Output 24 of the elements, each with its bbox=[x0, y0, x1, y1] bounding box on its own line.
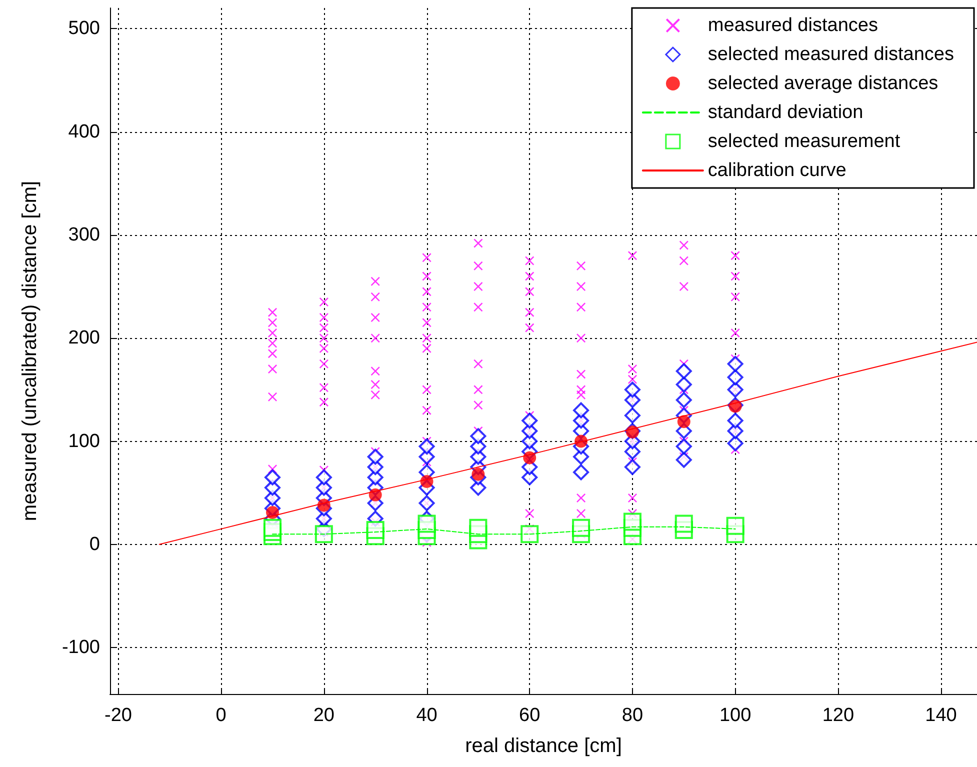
y-tick-label: 100 bbox=[68, 430, 100, 452]
y-tick-label: -100 bbox=[62, 637, 100, 658]
x-tick-label: 100 bbox=[719, 705, 752, 726]
x-tick-label: 0 bbox=[216, 705, 226, 726]
legend-label: measured distances bbox=[708, 15, 878, 36]
legend-label: selected average distances bbox=[708, 73, 938, 94]
x-tick-label: -20 bbox=[104, 705, 132, 726]
x-axis-title: real distance [cm] bbox=[465, 735, 622, 757]
y-tick-label: 500 bbox=[68, 18, 100, 40]
x-tick-label: 40 bbox=[416, 705, 438, 726]
y-tick-label: 400 bbox=[68, 121, 100, 142]
x-tick-label: 140 bbox=[925, 705, 957, 726]
legend-label: selected measured distances bbox=[708, 44, 954, 65]
x-tick-label: 80 bbox=[622, 705, 644, 726]
x-tick-label: 120 bbox=[822, 705, 854, 726]
x-tick-label: 20 bbox=[313, 705, 334, 726]
y-tick-label: 300 bbox=[68, 224, 100, 246]
legend-label: calibration curve bbox=[708, 160, 846, 181]
legend-label: selected measurement bbox=[708, 131, 901, 152]
x-tick-label: 60 bbox=[519, 705, 540, 726]
y-tick-label: 0 bbox=[89, 534, 100, 555]
legend-label: standard deviation bbox=[708, 102, 864, 123]
y-tick-label: 200 bbox=[68, 328, 100, 349]
y-axis-title: measured (uncalibrated) distance [cm] bbox=[19, 180, 41, 522]
